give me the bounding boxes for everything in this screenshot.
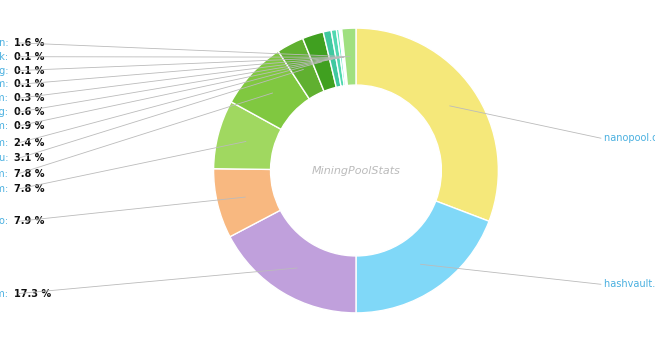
Wedge shape bbox=[214, 102, 281, 169]
Text: 7.8 %: 7.8 % bbox=[14, 184, 45, 194]
Text: 2miners.com:: 2miners.com: bbox=[0, 168, 11, 179]
Wedge shape bbox=[278, 39, 324, 99]
Text: 17.3 %: 17.3 % bbox=[14, 288, 51, 298]
Text: 2.4 %: 2.4 % bbox=[14, 138, 45, 148]
Text: skypool.org:: skypool.org: bbox=[0, 107, 11, 117]
Text: 7.9 %: 7.9 % bbox=[14, 216, 45, 226]
Text: supportxmr.com:: supportxmr.com: bbox=[0, 288, 11, 298]
Text: 0.1 %: 0.1 % bbox=[14, 52, 45, 62]
Wedge shape bbox=[231, 51, 309, 129]
Text: kryptex.com:: kryptex.com: bbox=[0, 121, 11, 131]
Wedge shape bbox=[230, 210, 356, 313]
Text: 3.1 %: 3.1 % bbox=[14, 153, 45, 163]
Text: 0.1 %: 0.1 % bbox=[14, 65, 45, 76]
Text: MiningPoolStats: MiningPoolStats bbox=[312, 165, 400, 176]
Wedge shape bbox=[303, 32, 336, 91]
Text: monerohash.com:: monerohash.com: bbox=[0, 93, 11, 103]
Wedge shape bbox=[342, 28, 356, 86]
Wedge shape bbox=[337, 29, 346, 86]
Text: 1.6 %: 1.6 % bbox=[14, 38, 45, 48]
Wedge shape bbox=[341, 29, 347, 86]
Text: c3pool.com:: c3pool.com: bbox=[0, 184, 11, 194]
Text: xmrpool.eu:: xmrpool.eu: bbox=[0, 153, 11, 163]
Wedge shape bbox=[331, 29, 345, 86]
Text: 0.1 %: 0.1 % bbox=[14, 79, 45, 89]
Text: 0.6 %: 0.6 % bbox=[14, 107, 45, 117]
Text: moneroocean.stream:: moneroocean.stream: bbox=[0, 138, 11, 148]
Wedge shape bbox=[339, 29, 346, 86]
Text: 0.9 %: 0.9 % bbox=[14, 121, 45, 131]
Text: p2pool.io:: p2pool.io: bbox=[0, 216, 11, 226]
Text: 7.8 %: 7.8 % bbox=[14, 168, 45, 179]
Text: monerod.org:: monerod.org: bbox=[0, 65, 11, 76]
Wedge shape bbox=[323, 30, 341, 87]
Text: Unknown:: Unknown: bbox=[0, 38, 11, 48]
Wedge shape bbox=[340, 29, 347, 86]
Text: gntl.uk:: gntl.uk: bbox=[0, 52, 11, 62]
Text: hashvault.pro:: hashvault.pro: bbox=[604, 279, 655, 289]
Text: herominers.com:: herominers.com: bbox=[0, 79, 11, 89]
Text: nanopool.org:: nanopool.org: bbox=[604, 133, 655, 143]
Text: 0.3 %: 0.3 % bbox=[14, 93, 45, 103]
Wedge shape bbox=[356, 28, 498, 221]
Wedge shape bbox=[214, 169, 280, 237]
Wedge shape bbox=[356, 201, 489, 313]
